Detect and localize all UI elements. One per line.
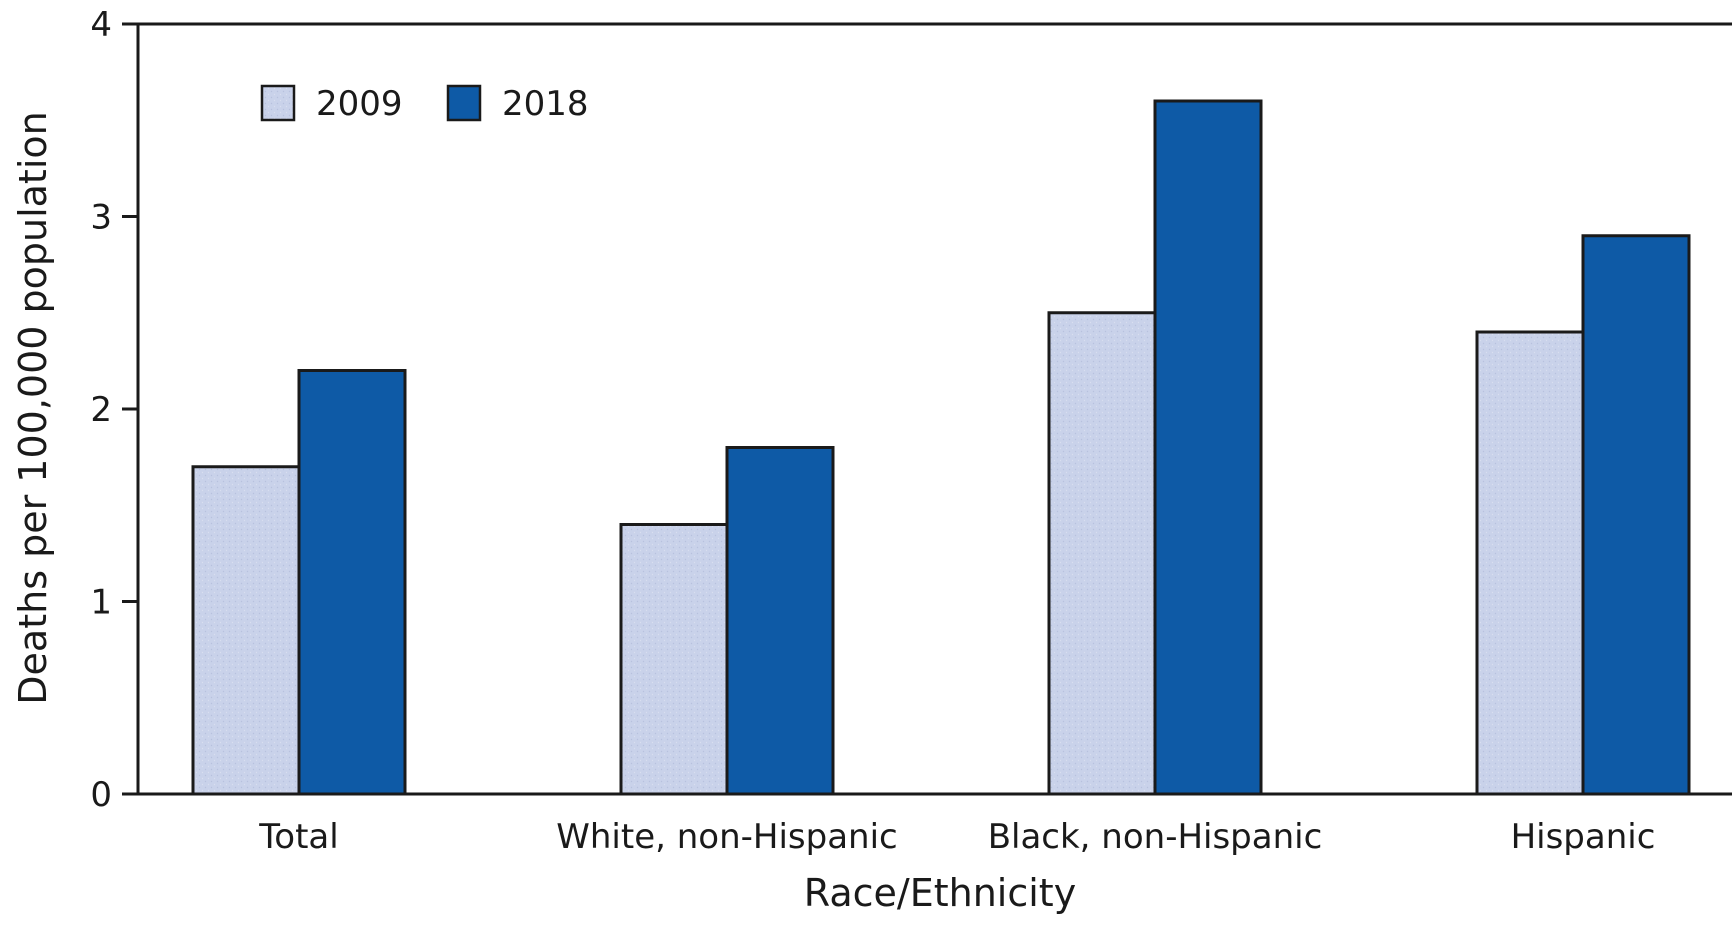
legend-swatch-2009 [260, 84, 296, 122]
bar-white-non-hispanic-2009 [619, 523, 729, 796]
bar-total-2009 [191, 465, 301, 796]
bars [191, 99, 1691, 796]
legend: 2009 2018 [260, 84, 589, 124]
legend-label-2018: 2018 [502, 84, 589, 124]
legend-label-2009: 2009 [316, 84, 403, 124]
x-tick-label: Total [258, 817, 338, 857]
bar-hispanic-2018 [1581, 234, 1691, 796]
bar-white-non-hispanic-2018 [725, 446, 835, 796]
x-axis-title: Race/Ethnicity [804, 871, 1076, 915]
x-tick-label: Black, non-Hispanic [988, 817, 1323, 857]
bar-hispanic-2009 [1475, 330, 1585, 796]
y-tick-label: 4 [90, 5, 112, 45]
y-tick-label: 1 [90, 583, 112, 623]
x-axis-category-labels: Total White, non-Hispanic Black, non-Hispa… [258, 817, 1655, 857]
x-tick-label: White, non-Hispanic [556, 817, 897, 857]
x-tick-label: Hispanic [1511, 817, 1656, 857]
y-axis-title: Deaths per 100,000 population [11, 111, 55, 704]
y-axis-ticks: 0 1 2 3 4 [90, 5, 138, 815]
bar-black-non-hispanic-2009 [1047, 311, 1157, 796]
y-tick-label: 0 [90, 775, 112, 815]
y-tick-label: 3 [90, 198, 112, 238]
y-tick-label: 2 [90, 390, 112, 430]
bar-black-non-hispanic-2018 [1153, 99, 1263, 796]
bar-total-2018 [297, 369, 407, 796]
legend-swatch-2018 [446, 84, 482, 122]
